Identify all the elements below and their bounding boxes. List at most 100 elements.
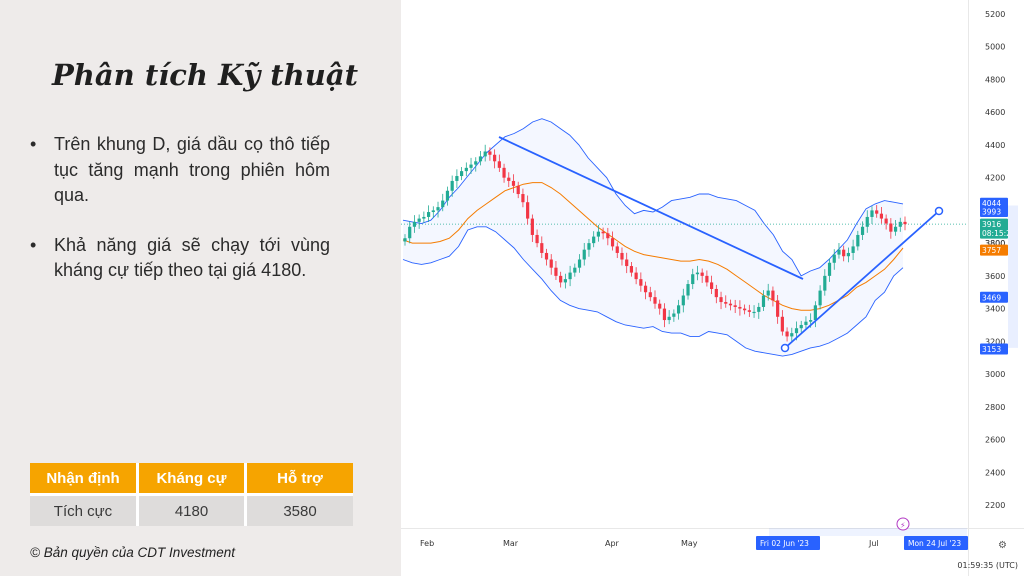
candle-body — [526, 202, 530, 219]
price-label-badge — [980, 218, 1008, 239]
candle-body — [804, 321, 808, 325]
candle-body — [842, 249, 846, 257]
header-ho-tro: Hỗ trợ — [244, 463, 353, 495]
y-axis-tick-label: 5000 — [985, 43, 1005, 52]
candle-body — [719, 297, 723, 303]
candle-body — [511, 180, 516, 186]
bullet-item: Trên khung D, giá dầu cọ thô tiếp tục tă… — [30, 132, 330, 209]
candle-body — [903, 221, 907, 225]
copyright-text: © Bản quyền của CDT Investment — [30, 545, 236, 560]
candle-body — [544, 252, 549, 260]
candle-body — [615, 246, 619, 253]
candle-body — [568, 272, 572, 280]
x-axis-month-label: Feb — [420, 539, 434, 548]
candle-body — [691, 274, 695, 285]
y-axis-tick-label: 3400 — [985, 305, 1005, 314]
candle-body — [827, 262, 832, 276]
candle-body — [728, 303, 733, 306]
candle-body — [790, 333, 794, 337]
price-label-text: 3993 — [982, 208, 1001, 217]
candle-body — [662, 308, 667, 321]
candle-body — [724, 302, 728, 304]
candle-body — [445, 190, 450, 201]
lower-band-line — [402, 226, 904, 357]
candle-body — [412, 221, 417, 227]
y-axis-tick-label: 2400 — [985, 468, 1005, 477]
candle-body — [592, 236, 596, 244]
candle-body — [860, 226, 865, 235]
candle-body — [634, 272, 638, 280]
candlestick-chart[interactable]: 5200500048004600440042004000380036003400… — [401, 0, 1024, 576]
candle-body — [780, 316, 784, 332]
candle-body — [870, 210, 874, 217]
candle-body — [714, 288, 718, 298]
time-readout: 01:59:35 (UTC) — [957, 561, 1018, 570]
y-axis-tick-label: 4800 — [985, 75, 1005, 84]
candle-body — [625, 259, 629, 267]
candle-body — [761, 295, 766, 307]
candle-body — [573, 267, 577, 273]
price-label-badge — [980, 343, 1008, 355]
candle-body — [837, 249, 841, 255]
candle-body — [493, 154, 497, 162]
candle-body — [460, 171, 464, 177]
trendline-anchor — [780, 343, 790, 353]
candle-body — [582, 249, 586, 260]
bollinger-band-fill — [403, 118, 903, 357]
price-label-text: 3469 — [982, 293, 1001, 302]
price-label-text: 4044 — [982, 199, 1001, 208]
summary-value-row: Tích cực 4180 3580 — [30, 493, 353, 526]
candle-body — [889, 223, 893, 232]
candle-body — [893, 226, 898, 232]
x-axis-month-label: Apr — [605, 539, 620, 548]
candle-body — [710, 282, 714, 289]
candle-body — [629, 266, 634, 273]
price-label-badge — [980, 244, 1008, 256]
x-axis-month-label: Mar — [503, 539, 519, 548]
lightning-icon — [896, 517, 910, 531]
candle-body — [540, 243, 544, 253]
price-label-badge — [980, 206, 1008, 218]
y-axis-tick-label: 4600 — [985, 108, 1005, 117]
candle-body — [620, 252, 624, 260]
header-khang-cu: Kháng cự — [136, 463, 246, 495]
time-selection-range — [769, 528, 967, 536]
candle-body — [884, 218, 888, 224]
candle-body — [403, 238, 407, 242]
candle-body — [653, 297, 657, 304]
candle-body — [587, 243, 591, 250]
candle-body — [488, 151, 492, 155]
candle-body — [639, 279, 643, 286]
candle-body — [658, 303, 662, 309]
candle-body — [667, 316, 671, 321]
candle-body — [776, 300, 780, 317]
candle-body — [648, 292, 652, 298]
candle-body — [700, 272, 704, 276]
candle-body — [521, 194, 525, 203]
y-axis-tick-label: 3000 — [985, 370, 1005, 379]
candle-body — [875, 210, 879, 214]
candle-body — [450, 180, 454, 191]
value-khang-cu: 4180 — [136, 493, 246, 526]
date-badge-text: Mon 24 Jul '23 — [908, 539, 961, 548]
candle-body — [535, 234, 539, 244]
candle-body — [483, 151, 487, 157]
candle-body — [856, 234, 860, 247]
gear-icon: ⚙ — [998, 540, 1007, 551]
candle-body — [431, 210, 435, 213]
lightning-icon-glyph: ⚡ — [900, 521, 906, 530]
y-axis-tick-label: 5200 — [985, 10, 1005, 19]
candle-body — [823, 275, 827, 291]
y-axis-tick-label: 3800 — [985, 239, 1005, 248]
candle-body — [757, 306, 761, 312]
candle-body — [818, 290, 822, 306]
candle-body — [676, 305, 681, 314]
candle-body — [643, 285, 648, 293]
candle-body — [766, 290, 770, 296]
bullet-list: Trên khung D, giá dầu cọ thô tiếp tục tă… — [30, 132, 330, 308]
candle-body — [672, 313, 676, 317]
date-badge — [756, 536, 820, 550]
price-label-badge — [980, 197, 1008, 209]
candle-body — [865, 216, 869, 227]
candle-body — [832, 254, 836, 263]
